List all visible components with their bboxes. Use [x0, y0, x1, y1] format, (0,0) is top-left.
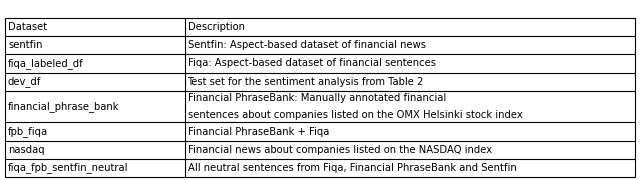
- Text: nasdaq: nasdaq: [8, 145, 45, 155]
- Text: sentences about companies listed on the OMX Helsinki stock index: sentences about companies listed on the …: [188, 111, 522, 120]
- Text: All neutral sentences from Fiqa, Financial PhraseBank and Sentfin: All neutral sentences from Fiqa, Financi…: [188, 163, 516, 173]
- Text: Financial PhraseBank: Manually annotated financial: Financial PhraseBank: Manually annotated…: [188, 93, 446, 103]
- Text: Fiqa: Aspect-based dataset of financial sentences: Fiqa: Aspect-based dataset of financial …: [188, 58, 436, 68]
- Text: Test set for the sentiment analysis from Table 2: Test set for the sentiment analysis from…: [188, 77, 424, 87]
- Text: Sentfin: Aspect-based dataset of financial news: Sentfin: Aspect-based dataset of financi…: [188, 40, 426, 50]
- Text: dev_df: dev_df: [8, 76, 42, 87]
- Text: fpb_fiqa: fpb_fiqa: [8, 126, 48, 137]
- Text: sentfin: sentfin: [8, 40, 42, 50]
- Text: Description: Description: [188, 22, 244, 32]
- Text: fiqa_fpb_sentfin_neutral: fiqa_fpb_sentfin_neutral: [8, 163, 129, 173]
- Text: fiqa_labeled_df: fiqa_labeled_df: [8, 58, 84, 69]
- Text: Dataset: Dataset: [8, 22, 47, 32]
- Text: financial_phrase_bank: financial_phrase_bank: [8, 101, 120, 112]
- Text: Financial PhraseBank + Fiqa: Financial PhraseBank + Fiqa: [188, 127, 329, 137]
- Text: Financial news about companies listed on the NASDAQ index: Financial news about companies listed on…: [188, 145, 492, 155]
- Bar: [5, 18, 635, 177]
